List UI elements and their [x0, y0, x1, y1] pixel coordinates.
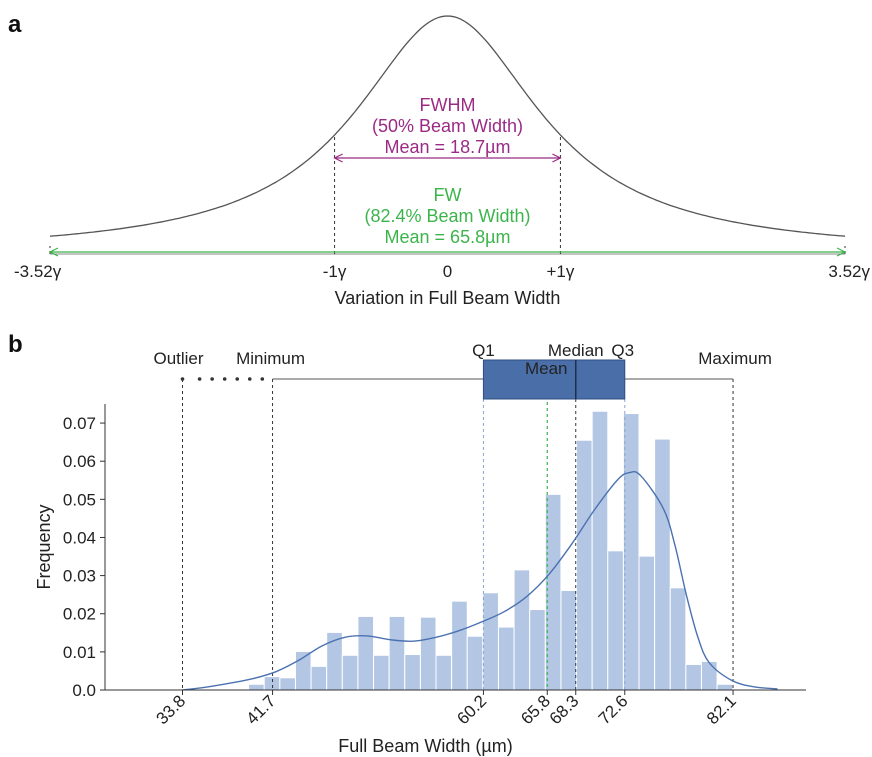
panel-a-x-ticks: -3.52γ -1γ 0 +1γ 3.52γ: [14, 262, 870, 281]
y-tick-label: 0.06: [63, 452, 96, 471]
boxplot-q3-label: Q3: [611, 341, 634, 360]
boxplot-outlier-dot: [235, 377, 240, 381]
panel-b-histogram-chart: 0.0 0.01 0.02 0.03 0.04 0.05 0.06 0.07 33.8 41.7…: [34, 341, 806, 756]
histogram-bars: [248, 410, 734, 691]
panel-a-arrows: [48, 153, 847, 257]
histogram-bar: [404, 654, 421, 691]
boxplot-outlier-dot: [222, 377, 227, 381]
histogram-bar: [357, 615, 375, 691]
x-tick-label: 82.1: [703, 691, 740, 728]
y-tick-label: 0.05: [63, 490, 96, 509]
histogram-bar: [529, 609, 546, 691]
y-tick-label: 0.02: [63, 605, 96, 624]
boxplot-outlier-dot: [210, 377, 214, 381]
histogram-bar: [310, 665, 328, 691]
panel-a-x-tick-label: -1γ: [323, 262, 347, 281]
x-tick-label: 65.8: [517, 691, 554, 728]
histogram-bar: [279, 677, 296, 691]
boxplot-outlier-dot: [260, 377, 265, 381]
y-tick-label: 0.04: [63, 528, 96, 547]
panel-a-x-tick-label: -3.52γ: [14, 262, 62, 281]
histogram-bar: [607, 550, 624, 691]
boxplot-outlier-dot: [247, 377, 252, 381]
histogram-bar: [263, 676, 281, 691]
panel-b-x-axis-label: Full Beam Width (µm): [338, 736, 512, 756]
x-tick-label: 72.6: [595, 691, 632, 728]
histogram-bar: [700, 660, 718, 691]
boxplot-outlier-label: Outlier: [153, 349, 203, 368]
histogram-bar: [388, 615, 406, 691]
panel-a-x-tick-label: +1γ: [546, 262, 574, 281]
panel-b-axes: [104, 404, 806, 691]
boxplot-mean-label: Mean: [525, 359, 568, 378]
histogram-bar: [576, 439, 593, 691]
boxplot-median-label: Median: [548, 341, 604, 360]
panel-b-y-axis-label: Frequency: [34, 504, 54, 589]
x-tick-label: 68.3: [546, 691, 583, 728]
boxplot-guide-lines: [182, 360, 734, 690]
boxplot-outlier-dot: [180, 377, 185, 381]
fwhm-arrow: [333, 153, 562, 163]
boxplot-q1-label: Q1: [472, 341, 495, 360]
histogram-bar: [497, 626, 515, 691]
histogram-bar: [435, 654, 453, 691]
boxplot-maximum-label: Maximum: [698, 349, 772, 368]
x-tick-label: 41.7: [243, 691, 280, 728]
panel-b-y-ticks: 0.0 0.01 0.02 0.03 0.04 0.05 0.06 0.07: [63, 414, 105, 700]
panel-a-lorentzian-chart: FWHM (50% Beam Width) Mean = 18.7µm FW (…: [14, 15, 870, 308]
fwhm-mean: Mean = 18.7µm: [385, 137, 511, 157]
fw-arrow: [48, 247, 847, 257]
histogram-bar: [560, 589, 578, 691]
panel-b-label: b: [8, 331, 23, 358]
histogram-bar: [341, 654, 359, 691]
histogram-bar: [685, 663, 702, 691]
y-tick-label: 0.01: [63, 643, 96, 662]
histogram-bar: [451, 600, 468, 691]
panel-a-label: a: [8, 11, 22, 38]
y-tick-label: 0.03: [63, 567, 96, 586]
boxplot-box: [482, 359, 626, 400]
fwhm-subtitle: (50% Beam Width): [372, 116, 523, 136]
histogram-bar: [591, 410, 609, 691]
histogram-bar: [622, 413, 640, 691]
panel-a-x-tick-label: 3.52γ: [828, 262, 870, 281]
y-tick-label: 0.0: [72, 681, 96, 700]
histogram-bar: [654, 438, 671, 691]
x-tick-label: 33.8: [153, 691, 190, 728]
boxplot-outlier-dot: [197, 377, 202, 381]
boxplot-minimum-label: Minimum: [236, 349, 305, 368]
panel-a-x-axis-label: Variation in Full Beam Width: [335, 288, 561, 308]
histogram-bar: [373, 654, 390, 691]
panel-b-x-ticks: 33.8 41.7 60.2 65.868.3 72.6 82.1: [153, 690, 740, 728]
histogram-bar: [419, 616, 437, 691]
panel-a-x-tick-label: 0: [443, 262, 452, 281]
fw-title: FW: [434, 185, 462, 205]
boxplot: [180, 359, 734, 400]
kde-curve: [182, 470, 778, 691]
x-tick-label: 60.2: [453, 691, 490, 728]
histogram-bar: [248, 683, 265, 691]
beam-profile-curve: [49, 15, 846, 237]
fwhm-title: FWHM: [420, 95, 476, 115]
fw-subtitle: (82.4% Beam Width): [364, 206, 530, 226]
histogram-bar: [716, 683, 734, 691]
histogram-bar: [638, 555, 656, 691]
y-tick-label: 0.07: [63, 414, 96, 433]
histogram-bar: [669, 587, 687, 691]
fw-mean: Mean = 65.8µm: [385, 227, 511, 247]
histogram-bar: [466, 635, 484, 691]
histogram-bar: [513, 569, 531, 691]
histogram-bar: [482, 592, 499, 691]
